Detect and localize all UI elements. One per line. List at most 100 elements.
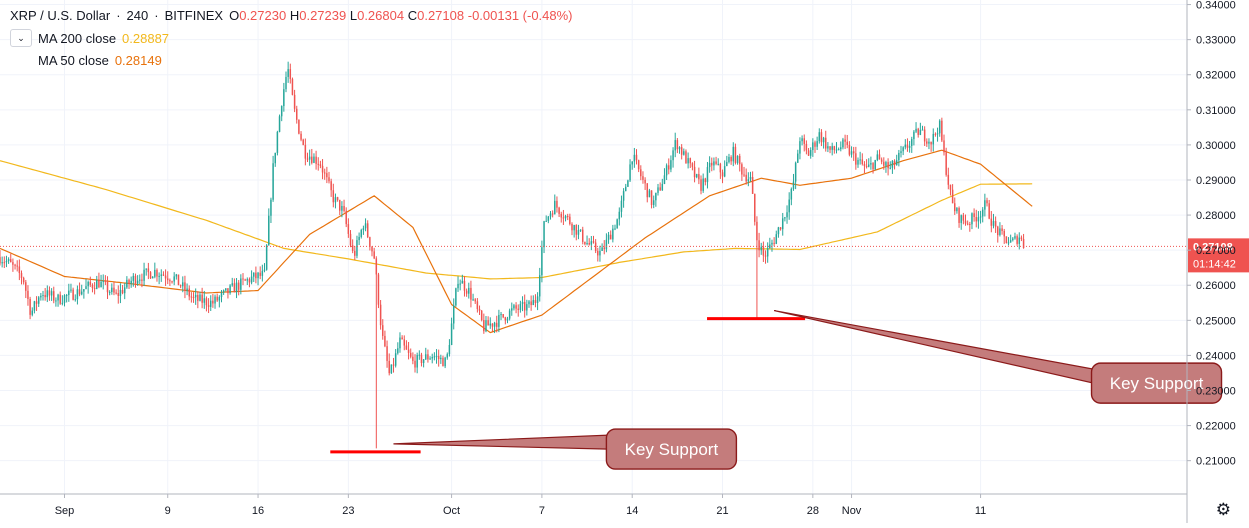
candle-body bbox=[870, 163, 872, 165]
y-tick-label: 0.34000 bbox=[1196, 0, 1236, 12]
y-tick-label: 0.29000 bbox=[1196, 175, 1236, 187]
candle-body bbox=[0, 257, 1, 264]
candle-body bbox=[530, 301, 532, 306]
candle-body bbox=[723, 166, 726, 177]
candle-body bbox=[134, 275, 137, 284]
candle-body bbox=[625, 186, 627, 192]
candle-body bbox=[280, 106, 283, 117]
candle-body bbox=[706, 167, 709, 183]
candle-body bbox=[865, 166, 868, 168]
candle-body bbox=[859, 159, 861, 161]
candle-body bbox=[547, 216, 550, 221]
candle-body bbox=[63, 295, 66, 303]
y-tick-label: 0.22000 bbox=[1196, 421, 1236, 433]
candle-body bbox=[35, 301, 38, 304]
candle-body bbox=[1005, 236, 1008, 244]
gear-icon[interactable]: ⚙ bbox=[1215, 500, 1231, 519]
candle-body bbox=[663, 175, 666, 184]
candle-body bbox=[440, 357, 442, 360]
candle-body bbox=[96, 279, 98, 289]
candle-body bbox=[20, 273, 23, 278]
candle-body bbox=[289, 69, 292, 79]
candle-body bbox=[566, 216, 569, 218]
candle-body bbox=[162, 274, 165, 276]
legend-ma200-row: ⌄ MA 200 close 0.28887 bbox=[10, 29, 573, 47]
candle-body bbox=[158, 275, 160, 277]
candle-body bbox=[975, 216, 978, 222]
candle-body bbox=[263, 269, 266, 271]
y-tick-label: 0.32000 bbox=[1196, 70, 1236, 82]
candle-body bbox=[437, 356, 440, 360]
candle-body bbox=[5, 261, 8, 263]
candle-body bbox=[977, 217, 980, 222]
candle-body bbox=[629, 164, 631, 181]
candle-body bbox=[382, 325, 384, 336]
candle-body bbox=[401, 337, 403, 340]
candle-body bbox=[351, 245, 354, 251]
candle-body bbox=[852, 151, 855, 154]
candle-body bbox=[235, 282, 238, 293]
candle-body bbox=[618, 211, 621, 220]
candle-body bbox=[820, 132, 823, 143]
candle-body bbox=[932, 133, 935, 145]
candle-body bbox=[997, 226, 999, 236]
candle-body bbox=[283, 89, 285, 107]
candle-body bbox=[119, 289, 122, 296]
candle-body bbox=[156, 269, 158, 277]
candle-body bbox=[229, 285, 231, 294]
candle-body bbox=[801, 138, 803, 142]
candle-body bbox=[633, 154, 636, 162]
candle-body bbox=[345, 210, 347, 225]
candle-body bbox=[212, 300, 214, 304]
candle-body bbox=[199, 294, 201, 301]
collapse-indicators-button[interactable]: ⌄ bbox=[10, 29, 32, 47]
candle-body bbox=[564, 216, 567, 219]
y-tick-label: 0.30000 bbox=[1196, 140, 1236, 152]
candle-body bbox=[898, 152, 900, 161]
candle-body bbox=[844, 139, 846, 142]
candle-body bbox=[46, 290, 49, 298]
candle-body bbox=[321, 165, 324, 173]
candle-body bbox=[893, 160, 896, 166]
candle-body bbox=[994, 221, 997, 227]
candle-body bbox=[302, 139, 304, 145]
legend-change: -0.00131 (-0.48%) bbox=[467, 8, 573, 23]
candle-body bbox=[104, 281, 107, 283]
candle-body bbox=[601, 247, 603, 251]
candle-body bbox=[908, 145, 911, 148]
candle-body bbox=[605, 239, 608, 250]
candle-body bbox=[465, 290, 468, 294]
candle-body bbox=[130, 280, 132, 284]
candle-body bbox=[769, 244, 771, 249]
candle-body bbox=[298, 119, 300, 134]
candle-body bbox=[463, 280, 466, 291]
candle-body bbox=[644, 179, 646, 184]
candle-body bbox=[1, 262, 3, 264]
candle-body bbox=[9, 259, 12, 263]
legend-high: 0.27239 bbox=[299, 8, 347, 23]
candle-body bbox=[981, 209, 984, 217]
candle-body bbox=[452, 305, 455, 324]
candle-body bbox=[113, 287, 115, 293]
y-tick-label: 0.31000 bbox=[1196, 105, 1236, 117]
candle-body bbox=[947, 174, 950, 185]
candle-body bbox=[867, 164, 870, 167]
candle-body bbox=[330, 181, 332, 191]
candle-body bbox=[805, 143, 808, 151]
candle-body bbox=[25, 282, 27, 291]
candle-body bbox=[831, 146, 833, 150]
candle-body bbox=[480, 310, 483, 321]
candle-body bbox=[719, 163, 722, 173]
candle-body bbox=[833, 146, 836, 151]
candle-body bbox=[670, 160, 672, 170]
candle-body bbox=[784, 217, 786, 219]
candle-body bbox=[225, 288, 227, 291]
candle-body bbox=[143, 269, 145, 281]
candle-body bbox=[53, 291, 55, 301]
candle-body bbox=[74, 299, 77, 301]
candle-body bbox=[293, 94, 296, 109]
candle-body bbox=[450, 323, 453, 346]
candle-body bbox=[938, 120, 941, 134]
